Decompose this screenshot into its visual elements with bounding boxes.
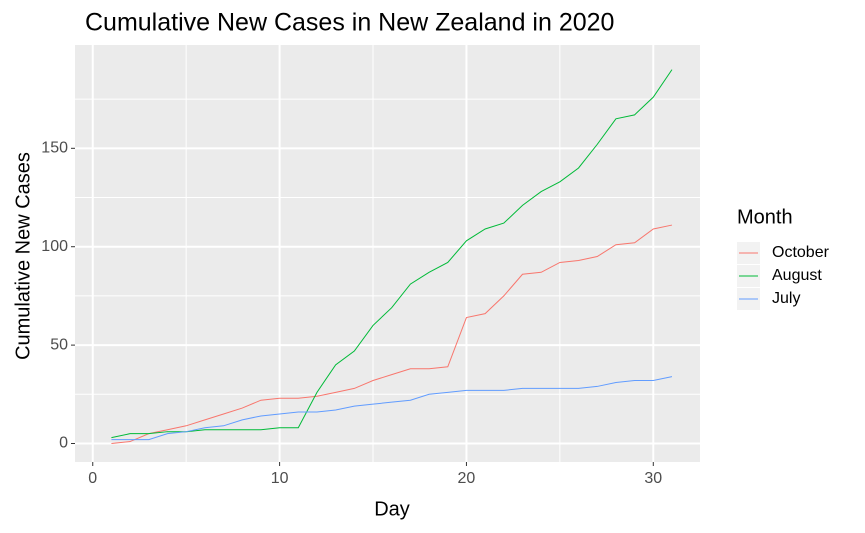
y-tick-label: 150 — [41, 140, 68, 157]
series-line — [111, 376, 673, 441]
x-axis-title: Day — [374, 498, 410, 520]
series-line — [111, 224, 673, 444]
series-line — [111, 69, 673, 439]
legend-label: August — [772, 267, 822, 284]
x-tick-label: 30 — [644, 470, 662, 487]
y-tick-label: 0 — [59, 435, 68, 452]
legend-label: October — [772, 244, 830, 261]
y-tick-label: 100 — [41, 238, 68, 255]
chart-title: Cumulative New Cases in New Zealand in 2… — [85, 9, 614, 37]
legend-label: July — [772, 290, 800, 307]
x-tick-label: 0 — [88, 470, 97, 487]
y-tick-label: 50 — [50, 336, 68, 353]
x-tick-label: 20 — [458, 470, 476, 487]
plot-panel — [75, 45, 700, 462]
x-tick-label: 10 — [271, 470, 289, 487]
y-axis-title: Cumulative New Cases — [12, 152, 34, 360]
legend-title: Month — [737, 206, 793, 228]
